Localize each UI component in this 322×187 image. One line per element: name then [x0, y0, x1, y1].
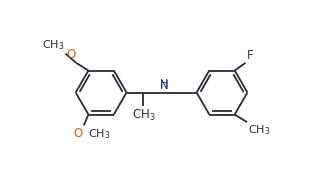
Text: CH$_3$: CH$_3$: [248, 123, 270, 137]
Text: F: F: [247, 49, 254, 62]
Text: N: N: [160, 79, 168, 92]
Text: H: H: [160, 79, 168, 89]
Text: CH$_3$: CH$_3$: [132, 108, 155, 123]
Text: CH$_3$: CH$_3$: [42, 38, 64, 52]
Text: CH$_3$: CH$_3$: [89, 127, 111, 141]
Text: O: O: [66, 48, 75, 61]
Text: O: O: [74, 127, 83, 140]
